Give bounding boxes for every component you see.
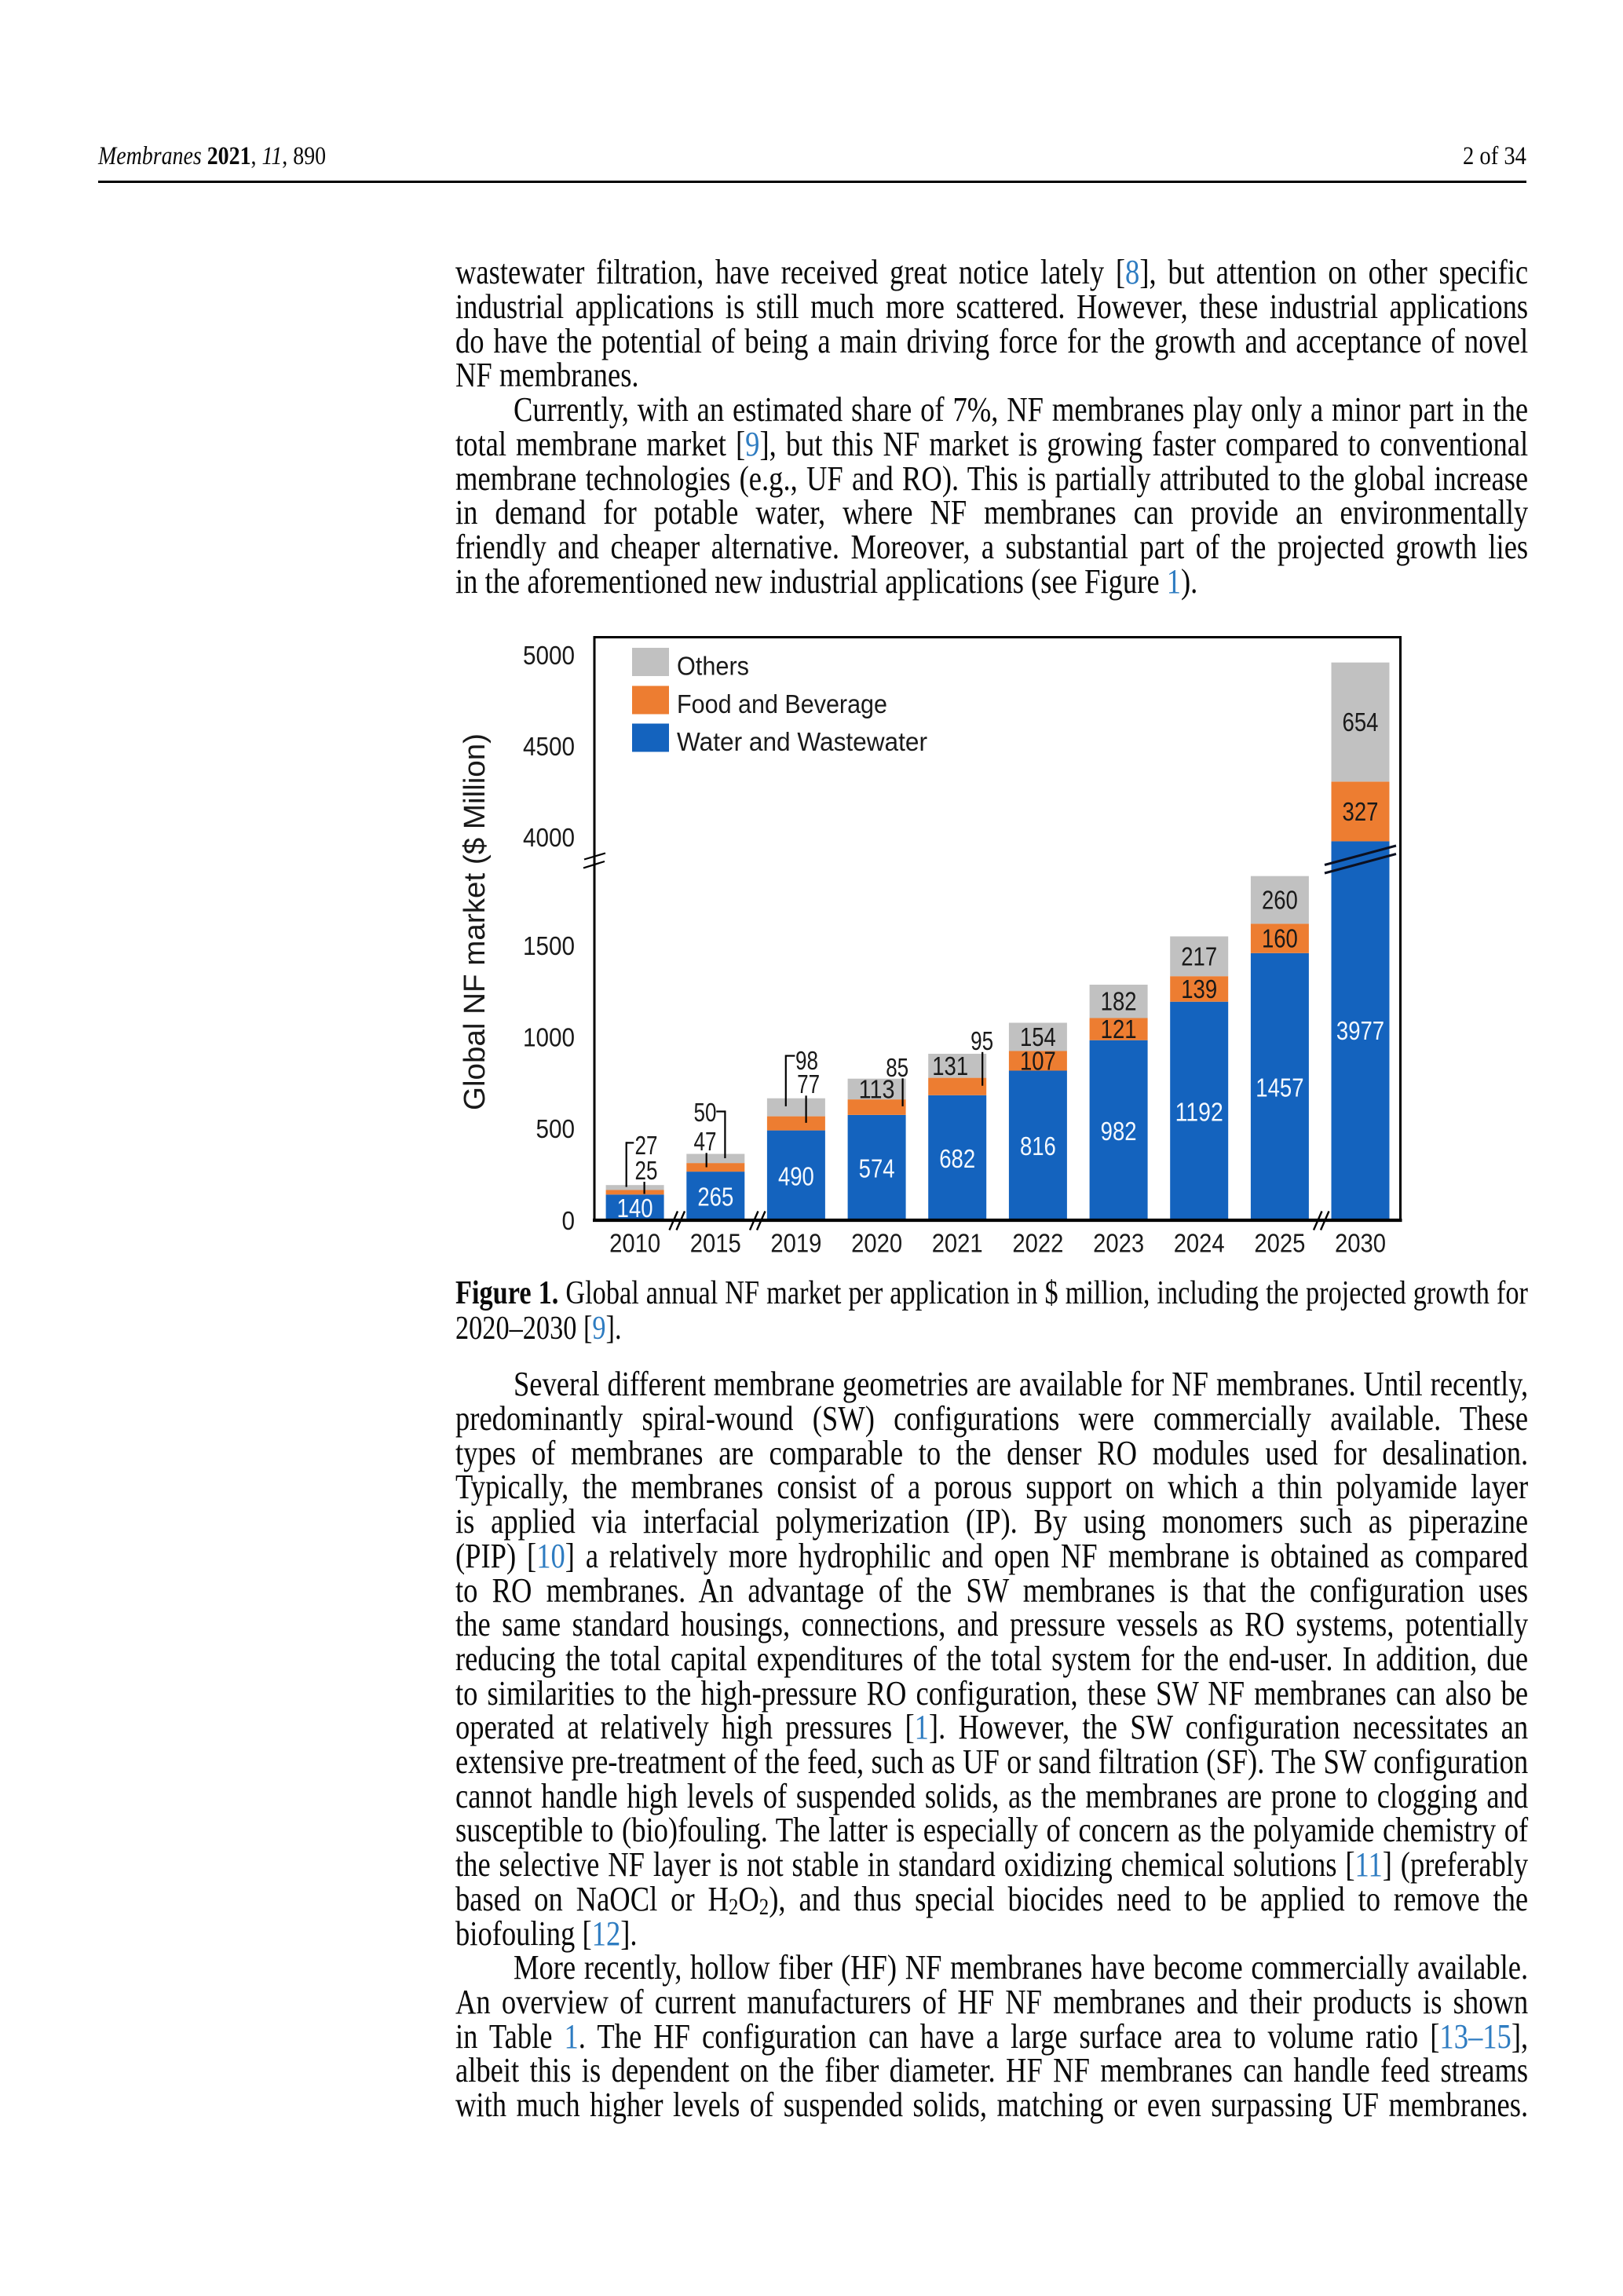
svg-text:2019: 2019 xyxy=(770,1228,821,1257)
svg-text:4000: 4000 xyxy=(523,823,575,852)
svg-text:260: 260 xyxy=(1262,886,1298,915)
svg-text:217: 217 xyxy=(1181,941,1217,971)
svg-text:Global NF market ($ Million): Global NF market ($ Million) xyxy=(459,733,492,1110)
svg-text:1000: 1000 xyxy=(523,1023,575,1052)
svg-text:0: 0 xyxy=(562,1206,576,1235)
svg-text:500: 500 xyxy=(536,1114,576,1143)
svg-text:Water and Wastewater: Water and Wastewater xyxy=(677,728,927,757)
svg-text:3977: 3977 xyxy=(1336,1016,1384,1045)
svg-text:982: 982 xyxy=(1101,1117,1137,1146)
svg-text:816: 816 xyxy=(1020,1132,1056,1161)
svg-text:2030: 2030 xyxy=(1335,1228,1386,1257)
svg-text:47: 47 xyxy=(694,1127,717,1156)
svg-text:1457: 1457 xyxy=(1256,1073,1303,1102)
svg-text:5000: 5000 xyxy=(523,641,575,670)
svg-text:50: 50 xyxy=(694,1098,717,1127)
svg-text:1192: 1192 xyxy=(1175,1097,1223,1126)
svg-text:85: 85 xyxy=(886,1053,908,1082)
svg-text:27: 27 xyxy=(635,1131,658,1160)
svg-text:490: 490 xyxy=(778,1161,814,1190)
svg-text:77: 77 xyxy=(797,1069,820,1099)
svg-text:2020: 2020 xyxy=(851,1228,902,1257)
svg-text:574: 574 xyxy=(859,1154,895,1183)
svg-text:131: 131 xyxy=(932,1051,968,1080)
svg-text:2025: 2025 xyxy=(1254,1228,1305,1257)
svg-text:2024: 2024 xyxy=(1174,1228,1225,1257)
svg-text:327: 327 xyxy=(1343,797,1379,826)
svg-text:139: 139 xyxy=(1181,974,1217,1004)
svg-text:2022: 2022 xyxy=(1012,1228,1063,1257)
svg-text:2010: 2010 xyxy=(609,1228,660,1257)
svg-text:182: 182 xyxy=(1101,987,1137,1016)
svg-text:140: 140 xyxy=(617,1194,653,1223)
svg-text:1500: 1500 xyxy=(523,931,575,960)
svg-text:107: 107 xyxy=(1020,1047,1056,1076)
svg-text:95: 95 xyxy=(971,1026,993,1055)
svg-text:25: 25 xyxy=(635,1156,658,1185)
svg-text:154: 154 xyxy=(1020,1022,1056,1051)
svg-text:4500: 4500 xyxy=(523,732,575,761)
svg-text:2023: 2023 xyxy=(1093,1228,1144,1257)
svg-text:121: 121 xyxy=(1101,1015,1137,1044)
svg-text:682: 682 xyxy=(939,1144,975,1173)
svg-text:113: 113 xyxy=(859,1074,895,1103)
svg-text:98: 98 xyxy=(795,1046,818,1075)
svg-text:265: 265 xyxy=(697,1183,733,1212)
svg-text:2021: 2021 xyxy=(932,1228,983,1257)
svg-text:654: 654 xyxy=(1343,707,1379,737)
svg-text:160: 160 xyxy=(1262,924,1298,953)
svg-text:Others: Others xyxy=(677,653,749,682)
svg-text:Food and Beverage: Food and Beverage xyxy=(677,690,887,719)
svg-text:2015: 2015 xyxy=(690,1228,741,1257)
